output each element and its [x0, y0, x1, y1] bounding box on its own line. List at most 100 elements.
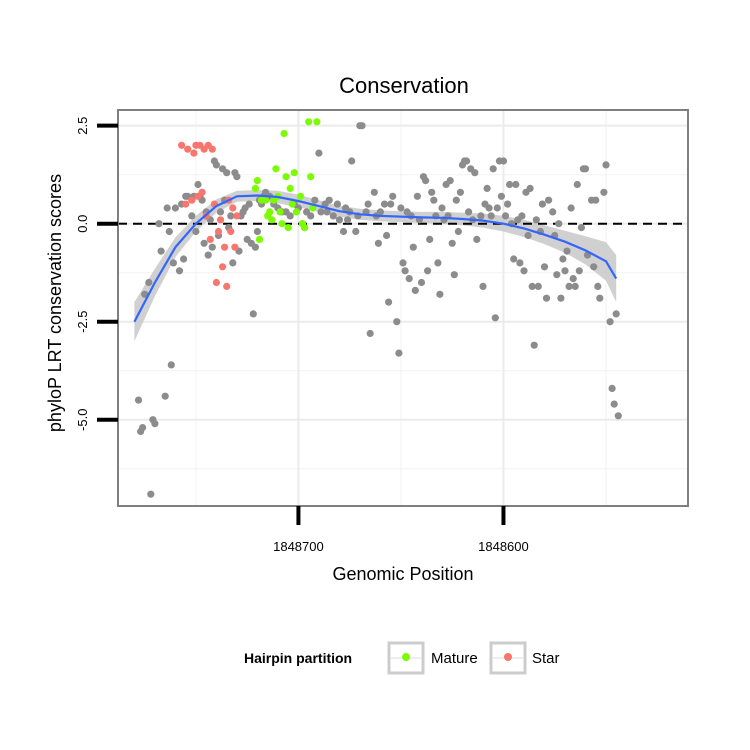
data-point-other [163, 204, 171, 212]
data-point-other [592, 196, 600, 204]
legend: Hairpin partition Mature Star [244, 641, 560, 675]
data-point-other [344, 216, 352, 224]
x-tick-label: 1848700 [273, 539, 324, 554]
data-point-other [471, 169, 479, 177]
y-tick-label: 2.5 [75, 117, 90, 135]
data-point-other [590, 263, 598, 271]
data-point-other [307, 212, 315, 220]
data-point-other [528, 282, 536, 290]
data-point-other [518, 212, 526, 220]
data-point-other [385, 298, 393, 306]
data-point-other [452, 196, 460, 204]
data-point-other [567, 204, 575, 212]
legend-title: Hairpin partition [244, 650, 352, 666]
data-point-other [204, 251, 212, 259]
data-point-other [532, 216, 540, 224]
data-point-other [376, 208, 384, 216]
data-point-other [565, 282, 573, 290]
y-axis-label: phyloP LRT conservation scores [45, 174, 65, 432]
x-tick-label: 1848600 [478, 539, 529, 554]
data-point-other [380, 200, 389, 208]
data-point-other [485, 204, 493, 212]
data-point-other [329, 212, 337, 220]
data-point-star [227, 227, 235, 236]
data-point-other [151, 420, 159, 428]
data-point-mature [276, 208, 284, 216]
data-point-other [612, 310, 620, 318]
data-point-mature [292, 208, 300, 216]
data-point-other [506, 180, 514, 189]
data-point-mature [255, 235, 264, 243]
data-point-other [147, 490, 155, 498]
data-point-other [389, 192, 397, 200]
data-point-mature [307, 173, 315, 181]
y-tick-label: -5.0 [75, 409, 90, 431]
plot-panel [117, 109, 689, 507]
smooth-line-layer [133, 194, 618, 323]
data-point-star [229, 204, 237, 212]
data-point-mature [251, 184, 259, 192]
data-point-other [352, 227, 360, 236]
points-layer [134, 118, 622, 498]
data-point-other [497, 192, 505, 200]
confidence-ribbon [134, 190, 617, 342]
data-point-other [516, 259, 524, 267]
data-point-other [180, 255, 188, 263]
legend-item-star: Star [489, 641, 560, 675]
data-point-other [557, 294, 565, 302]
data-point-other [249, 310, 257, 318]
data-point-other [387, 200, 395, 208]
data-point-other [477, 212, 485, 220]
data-point-other [428, 188, 436, 196]
legend-label-mature: Mature [431, 650, 478, 667]
data-point-star [190, 149, 198, 157]
data-point-other [194, 180, 202, 189]
data-point-other [430, 196, 438, 204]
legend-key-star-point [504, 653, 512, 661]
data-point-other [491, 314, 499, 322]
data-point-mature [253, 177, 261, 185]
data-point-other [155, 220, 163, 228]
data-point-other [473, 235, 481, 243]
data-point-other [573, 180, 581, 189]
data-point-other [569, 275, 577, 283]
data-point-other [141, 290, 149, 298]
data-point-other [571, 282, 579, 290]
data-point-other [413, 192, 421, 200]
data-point-other [489, 165, 497, 173]
x-axis: 1848700 1848600 [273, 506, 529, 554]
data-point-star [184, 145, 192, 153]
data-point-other [512, 180, 520, 189]
data-point-other [333, 200, 341, 208]
data-point-other [358, 122, 366, 130]
y-tick-label: 0.0 [75, 215, 90, 233]
data-point-mature [288, 200, 296, 208]
data-point-mature [313, 118, 321, 126]
data-point-other [545, 196, 553, 204]
data-point-other [602, 161, 610, 169]
data-point-other [493, 204, 501, 212]
data-point-other [436, 290, 444, 298]
legend-label-star: Star [532, 650, 560, 667]
data-point-star [214, 227, 223, 236]
data-point-star [212, 278, 220, 287]
data-point-other [555, 220, 563, 228]
data-point-other [553, 271, 561, 279]
data-point-other [229, 259, 237, 267]
data-point-star [219, 263, 227, 271]
chart-title: Conservation [339, 73, 469, 98]
data-point-other [524, 231, 532, 240]
data-point-other [200, 239, 208, 247]
data-point-other [317, 208, 325, 216]
data-point-other [169, 259, 177, 267]
data-point-other [450, 271, 458, 279]
data-point-mature [266, 208, 274, 216]
data-point-other [426, 235, 434, 243]
legend-key-mature-point [402, 653, 410, 661]
data-point-other [145, 278, 153, 287]
y-axis: 2.5 0.0 -2.5 -5.0 [75, 117, 118, 431]
data-point-other [192, 227, 200, 236]
data-point-other [212, 161, 220, 169]
data-point-other [395, 349, 403, 357]
